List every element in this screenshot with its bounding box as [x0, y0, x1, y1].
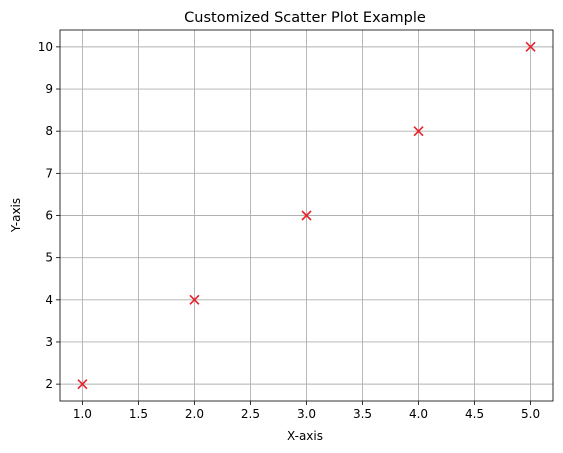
data-point [189, 294, 200, 305]
plot-frame [59, 29, 554, 402]
data-point [525, 41, 536, 52]
axes [56, 29, 554, 405]
x-tick-label: 4.0 [409, 407, 428, 421]
tick-labels: 1.0 1.5 2.0 2.5 3.0 3.5 4.0 4.5 5.0 2 3 4 5 6 7 8 9 10 [38, 40, 540, 421]
x-tick-label: 1.0 [73, 407, 92, 421]
data-point [77, 379, 88, 390]
x-tick-label: 5.0 [521, 407, 540, 421]
data-points [77, 41, 536, 390]
x-axis-label: X-axis [287, 429, 323, 443]
y-tick-label: 3 [45, 335, 53, 349]
y-tick-label: 8 [45, 124, 53, 138]
x-tick-label: 1.5 [129, 407, 148, 421]
x-tick-label: 4.5 [465, 407, 484, 421]
data-point [301, 210, 312, 221]
chart-title: Customized Scatter Plot Example [184, 10, 426, 26]
y-tick-label: 7 [45, 166, 53, 180]
y-tick-label: 4 [45, 293, 53, 307]
y-tick-label: 9 [45, 82, 53, 96]
y-tick-label: 2 [45, 377, 53, 391]
y-tick-label: 10 [38, 40, 53, 54]
x-tick-label: 3.5 [353, 407, 372, 421]
y-tick-label: 6 [45, 209, 53, 223]
x-tick-label: 2.5 [241, 407, 260, 421]
y-tick-label: 5 [45, 251, 53, 265]
x-tick-label: 3.0 [297, 407, 316, 421]
y-axis-label: Y-axis [9, 198, 23, 233]
x-tick-label: 2.0 [185, 407, 204, 421]
data-point [413, 126, 424, 137]
